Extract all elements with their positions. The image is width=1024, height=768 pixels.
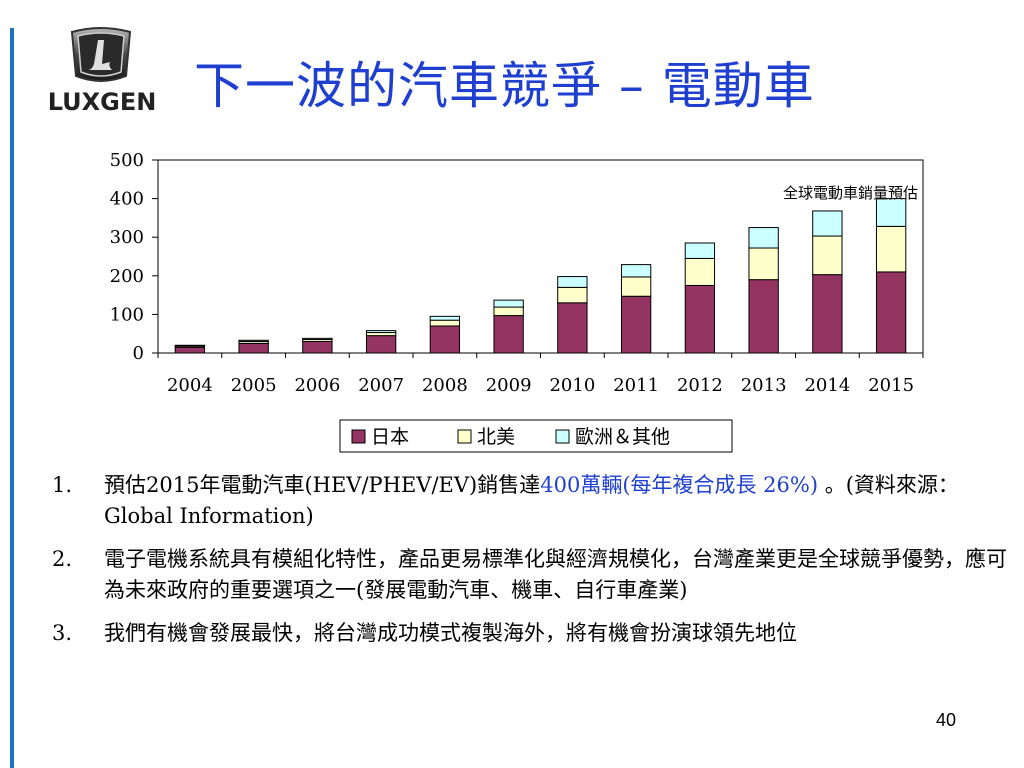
x-tick-label: 2015 xyxy=(868,375,914,396)
x-tick-label: 2006 xyxy=(294,375,340,396)
bullet-number: 3. xyxy=(52,621,73,645)
bar-segment xyxy=(493,315,524,354)
bullet-item: 3. 我們有機會發展最快，將台灣成功模式複製海外，將有機會扮演球領先地位 xyxy=(52,618,1022,649)
bullet-number: 1. xyxy=(52,473,73,497)
bar-segment xyxy=(812,235,843,276)
bar-segment xyxy=(429,315,461,321)
bar-segment xyxy=(493,299,524,308)
bar-segment xyxy=(238,339,269,342)
bar-segment xyxy=(748,227,779,249)
legend-swatch xyxy=(351,429,366,444)
y-tick-label: 0 xyxy=(133,343,144,364)
legend-swatch xyxy=(555,429,570,444)
y-tick-label: 200 xyxy=(110,266,144,287)
legend-box xyxy=(339,419,733,453)
bar-segment xyxy=(429,319,461,327)
legend-label: 歐洲＆其他 xyxy=(575,426,670,448)
page-number: 40 xyxy=(936,710,957,730)
y-tick-label: 300 xyxy=(110,227,144,248)
bullet-text-part: 電子電機系統具有模組化特性，產品更易標準化與經濟規模化，台灣產業更是全球競爭優勢… xyxy=(104,547,1007,602)
slide-title: 下一波的汽車競爭 – 電動車 xyxy=(194,57,815,115)
bullet-list: 1. 預估2015年電動汽車(HEV/PHEV/EV)銷售達400萬輛(每年複合成… xyxy=(52,470,1022,661)
bar-segment xyxy=(875,225,907,273)
bar-segment xyxy=(493,306,524,317)
bar-segment xyxy=(620,264,652,278)
x-tick-label: 2012 xyxy=(677,375,723,396)
logo-text: LUXGEN xyxy=(47,88,157,116)
bullet-item: 1. 預估2015年電動汽車(HEV/PHEV/EV)銷售達400萬輛(每年複合成… xyxy=(52,470,1022,532)
bar-segment xyxy=(748,279,779,354)
bullet-text-part: 預估2015年電動汽車(HEV/PHEV/EV)銷售達 xyxy=(104,473,541,497)
ev-sales-chart: 0 100 200 300 400 500 2004 2005 2006 2007 2008 2009… xyxy=(110,150,924,453)
bullet-text-part: 我們有機會發展最快，將台灣成功模式複製海外，將有機會扮演球領先地位 xyxy=(104,621,797,645)
x-tick-label: 2008 xyxy=(422,375,468,396)
left-accent-bar xyxy=(10,28,14,768)
bar-segment xyxy=(684,242,716,259)
bullet-text: 電子電機系統具有模組化特性，產品更易標準化與經濟規模化，台灣產業更是全球競爭優勢… xyxy=(104,547,1007,602)
x-tick-label: 2013 xyxy=(741,375,787,396)
bullet-highlight: 400萬輛(每年複合成長 26%) xyxy=(540,473,819,497)
x-tick-label: 2011 xyxy=(613,375,659,396)
legend-swatch xyxy=(457,429,472,444)
bullet-item: 2. 電子電機系統具有模組化特性，產品更易標準化與經濟規模化，台灣產業更是全球競爭… xyxy=(52,544,1022,606)
x-tick-label: 2004 xyxy=(167,375,213,396)
x-tick-label: 2007 xyxy=(358,375,404,396)
bullet-text: 預估2015年電動汽車(HEV/PHEV/EV)銷售達400萬輛(每年複合成長 … xyxy=(104,473,959,528)
bar-segment xyxy=(875,198,907,227)
y-tick-label: 100 xyxy=(110,304,144,325)
bar-segment xyxy=(365,330,397,334)
bar-segment xyxy=(875,271,907,354)
bullet-text-part: 。(資料來源：Global Information) xyxy=(104,473,959,528)
bar-segment xyxy=(557,302,588,354)
x-tick-label: 2005 xyxy=(231,375,277,396)
legend-label: 日本 xyxy=(371,426,409,448)
luxgen-logo: LUXGEN xyxy=(32,26,172,120)
x-tick-label: 2014 xyxy=(804,375,850,396)
bar-segment xyxy=(684,257,716,286)
bar-segment xyxy=(748,247,779,281)
bar-segment xyxy=(302,340,333,354)
x-tick-label: 2010 xyxy=(549,375,595,396)
bar-segment xyxy=(557,286,588,304)
x-tick-label: 2009 xyxy=(486,375,532,396)
bar-segment xyxy=(620,276,652,297)
bullet-number: 2. xyxy=(52,547,73,571)
bullet-text: 我們有機會發展最快，將台灣成功模式複製海外，將有機會扮演球領先地位 xyxy=(104,621,797,645)
bar-segment xyxy=(812,210,843,237)
bar-segment xyxy=(238,342,269,354)
bar-segment xyxy=(429,325,461,354)
bar-segment xyxy=(557,276,588,288)
bar-segment xyxy=(302,337,333,340)
chart-annotation: 全球電動車銷量預估 xyxy=(783,184,918,202)
y-tick-label: 500 xyxy=(110,150,144,171)
bar-segment xyxy=(174,344,206,347)
luxgen-badge-icon xyxy=(70,27,132,82)
legend-label: 北美 xyxy=(477,426,515,448)
bar-segment xyxy=(365,335,397,354)
bar-segment xyxy=(174,346,206,354)
bar-segment xyxy=(812,274,843,354)
y-tick-label: 400 xyxy=(110,189,144,210)
bar-segment xyxy=(684,284,716,354)
bar-segment xyxy=(620,295,652,354)
